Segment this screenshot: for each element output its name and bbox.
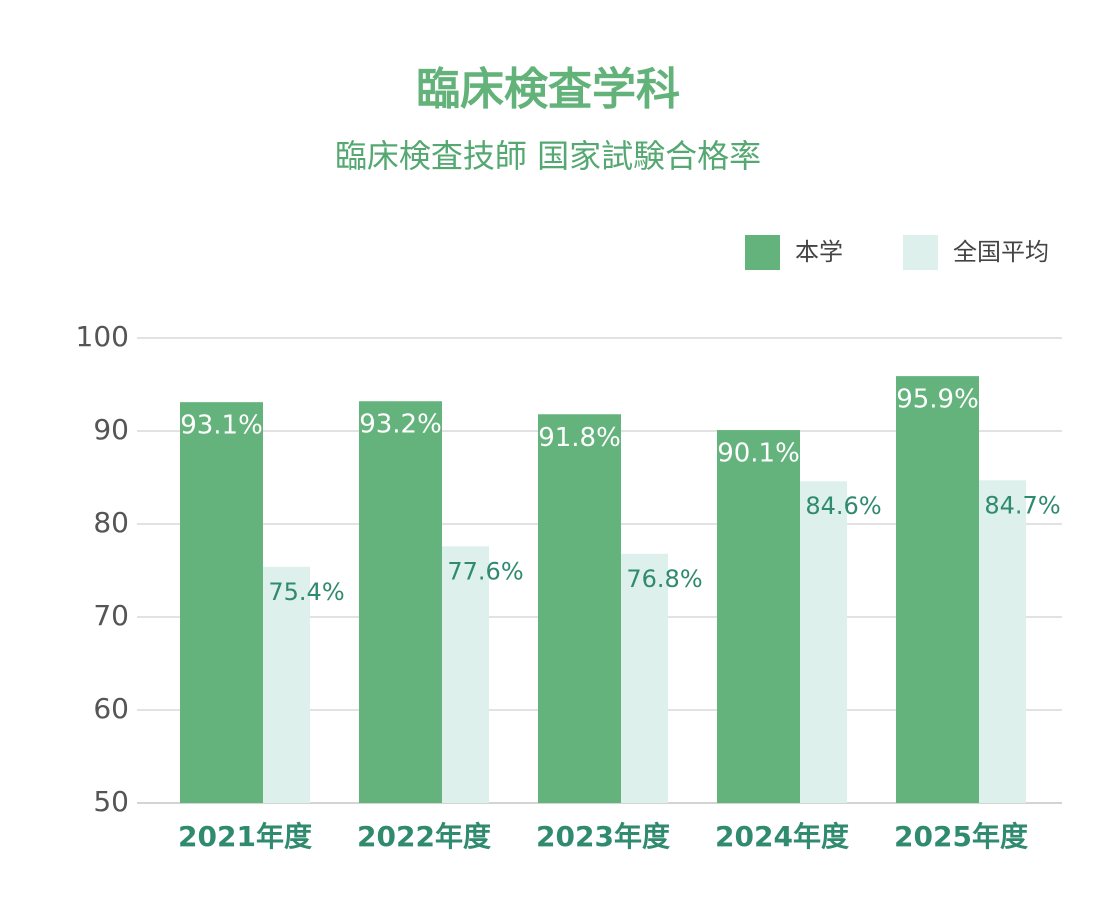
value-label: 75.4% [268,578,344,606]
y-tick-label: 80 [93,506,129,539]
bar [717,430,800,803]
legend-swatch [745,235,780,270]
x-tick-label: 2021年度 [178,820,312,853]
x-tick-label: 2023年度 [536,820,670,853]
value-label: 77.6% [447,557,523,585]
value-label: 76.8% [626,565,702,593]
bar [180,402,263,803]
value-label: 95.9% [896,385,979,415]
bar [896,376,979,803]
bar [442,546,489,803]
y-tick-label: 70 [93,599,129,632]
value-label: 93.2% [359,410,442,440]
x-tick-label: 2025年度 [894,820,1028,853]
value-label: 91.8% [538,423,621,453]
chart-title: 臨床検査学科 [416,64,680,115]
bar [359,401,442,803]
y-tick-label: 50 [93,785,129,818]
legend-swatch [903,235,938,270]
value-label: 84.6% [805,492,881,520]
bar [538,414,621,803]
legend-label: 本学 [795,238,843,266]
bar [979,480,1026,803]
value-label: 90.1% [717,439,800,469]
y-tick-label: 60 [93,692,129,725]
value-label: 84.7% [984,491,1060,519]
x-tick-label: 2022年度 [357,820,491,853]
x-tick-label: 2024年度 [715,820,849,853]
legend-label: 全国平均 [953,238,1049,266]
y-tick-label: 100 [76,320,129,353]
value-label: 93.1% [180,411,263,441]
chart-subtitle: 臨床検査技師 国家試験合格率 [335,137,761,175]
bar [800,481,847,803]
y-tick-label: 90 [93,413,129,446]
bar [621,553,668,803]
bar [263,566,310,803]
